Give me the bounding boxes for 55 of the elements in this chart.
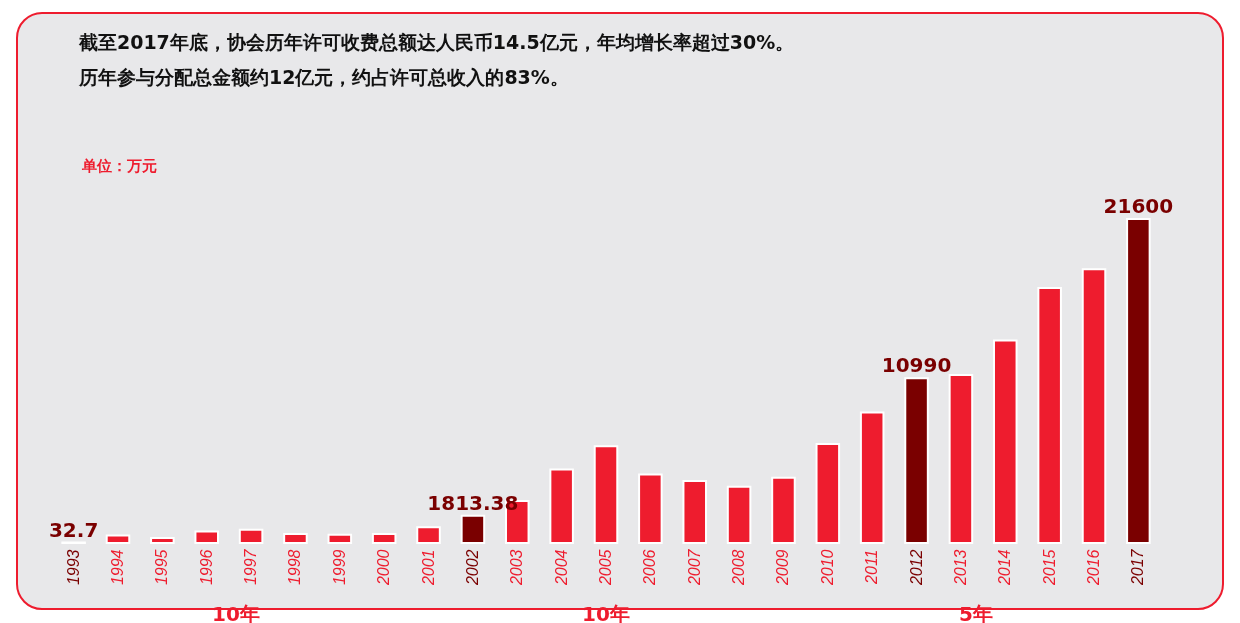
x-tick-label: 2014 xyxy=(996,549,1014,587)
x-tick-label: 2017 xyxy=(1129,548,1147,587)
x-tick-label: 2008 xyxy=(730,549,748,587)
x-tick-label: 2005 xyxy=(597,549,614,587)
x-tick-label: 1997 xyxy=(242,548,260,586)
x-tick-label: 2006 xyxy=(641,549,659,587)
x-tick-label: 2002 xyxy=(463,549,481,587)
data-label: 32.7 xyxy=(48,517,99,542)
bar xyxy=(283,533,308,544)
x-tick-label: 1995 xyxy=(153,549,171,586)
bar xyxy=(815,443,841,544)
y-axis-title: 单位：万元 xyxy=(80,156,157,175)
bar xyxy=(1126,218,1151,544)
x-tick-label: 1996 xyxy=(197,549,215,586)
bar xyxy=(416,526,441,544)
chart-title: 截至2017年底，协会历年许可收费总额达人民币14.5亿元，年均增长率超过30%。 xyxy=(77,31,795,53)
x-tick-label: 2015 xyxy=(1040,549,1058,587)
x-tick-label: 2013 xyxy=(951,549,969,587)
bar xyxy=(682,480,708,544)
x-tick-label: 1994 xyxy=(108,549,126,586)
x-tick-label: 2003 xyxy=(508,549,526,587)
x-tick-label: 1993 xyxy=(64,549,82,586)
bar xyxy=(327,533,353,544)
data-label: 1813.38 xyxy=(427,490,519,515)
x-tick-label: 2011 xyxy=(863,549,881,585)
bar xyxy=(638,473,663,544)
data-label: 10990 xyxy=(881,353,952,378)
bar xyxy=(726,485,752,544)
bar xyxy=(948,374,974,544)
bar xyxy=(771,476,796,544)
bar xyxy=(593,445,619,544)
x-tick-label: 2016 xyxy=(1085,549,1103,587)
x-tick-label: 1999 xyxy=(330,549,348,586)
bar xyxy=(238,528,264,544)
x-tick-label: 2007 xyxy=(685,548,703,587)
x-tick-label: 1998 xyxy=(286,549,304,586)
data-label: 21600 xyxy=(1103,194,1174,218)
bar xyxy=(904,377,929,544)
bar xyxy=(549,468,574,544)
bar xyxy=(859,411,885,544)
x-tick-label: 2012 xyxy=(907,549,925,587)
x-tick-label: 2004 xyxy=(552,549,570,587)
bar xyxy=(194,530,219,544)
bar xyxy=(1081,268,1107,544)
bar xyxy=(1037,287,1062,544)
bar xyxy=(371,533,397,544)
bar xyxy=(993,339,1018,544)
x-tick-label: 2001 xyxy=(419,549,437,587)
x-tick-label: 2009 xyxy=(774,549,792,587)
x-tick-label: 2000 xyxy=(375,549,393,587)
bar xyxy=(105,534,131,544)
bar xyxy=(150,537,175,544)
chart-subtitle: 历年参与分配总金额约12亿元，约占许可总收入的83%。 xyxy=(77,66,569,88)
bar xyxy=(460,514,486,544)
x-tick-label: 2010 xyxy=(818,549,836,587)
